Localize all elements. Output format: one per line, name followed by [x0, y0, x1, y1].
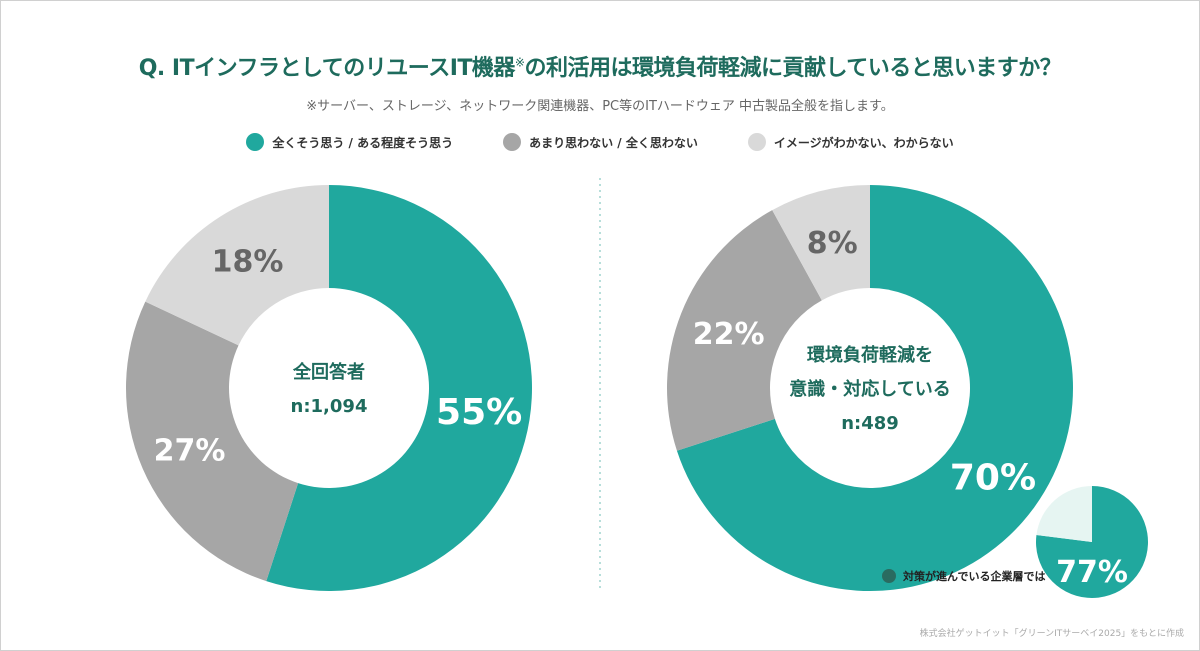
subgroup-slice-rest	[1036, 486, 1092, 542]
subgroup-legend: 対策が進んでいる企業層では	[882, 568, 1045, 584]
legend: 全くそう思う / ある程度そう思う あまり思わない / 全く思わない イメージが…	[0, 133, 1200, 151]
center-label: 全回答者	[292, 361, 365, 383]
subgroup-data-label: 77%	[1056, 555, 1128, 590]
center-label: 意識・対応している	[789, 378, 950, 400]
legend-swatch	[747, 133, 766, 151]
data-label: 27%	[154, 433, 226, 468]
legend-label: イメージがわかない、わからない	[773, 135, 954, 150]
slice-disagree	[667, 210, 822, 451]
slice-agree	[676, 185, 1074, 591]
data-label: 18%	[212, 245, 284, 280]
center-label: n:1,094	[291, 396, 368, 417]
center-label: 環境負荷軽減を	[807, 344, 933, 366]
slice-disagree	[126, 301, 299, 582]
subgroup-swatch	[882, 569, 896, 583]
legend-item-disagree: あまり思わない / 全く思わない	[503, 133, 698, 151]
slice-unknown	[145, 185, 329, 346]
legend-swatch	[503, 133, 522, 151]
title-rest: の利活用は環境負荷軽減に貢献していると思いますか？	[524, 56, 1062, 81]
legend-item-agree: 全くそう思う / ある程度そう思う	[246, 133, 453, 151]
data-label: 22%	[693, 317, 765, 352]
slice-agree	[266, 185, 533, 591]
legend-swatch	[246, 133, 265, 151]
data-label: 8%	[807, 226, 858, 261]
legend-label: あまり思わない / 全く思わない	[529, 135, 698, 150]
legend-label: 全くそう思う / ある程度そう思う	[272, 135, 454, 150]
legend-item-unknown: イメージがわかない、わからない	[747, 133, 954, 151]
data-label: 70%	[950, 457, 1036, 498]
subgroup-label: 対策が進んでいる企業層では	[903, 570, 1046, 583]
subtitle: ※サーバー、ストレージ、ネットワーク関連機器、PC等のITハードウェア 中古製品…	[306, 99, 894, 114]
center-label: n:489	[841, 413, 899, 434]
title-note-mark: ※	[514, 55, 525, 70]
title-main: Q. ITインフラとしてのリユースIT機器	[138, 56, 516, 81]
data-label: 55%	[436, 392, 522, 433]
slice-unknown	[772, 185, 870, 301]
chart-title: Q. ITインフラとしてのリユースIT機器※の利活用は環境負荷軽減に貢献している…	[0, 50, 1200, 82]
source-note: 株式会社ゲットイット「グリーンITサーベイ2025」をもとに作成	[919, 629, 1184, 639]
